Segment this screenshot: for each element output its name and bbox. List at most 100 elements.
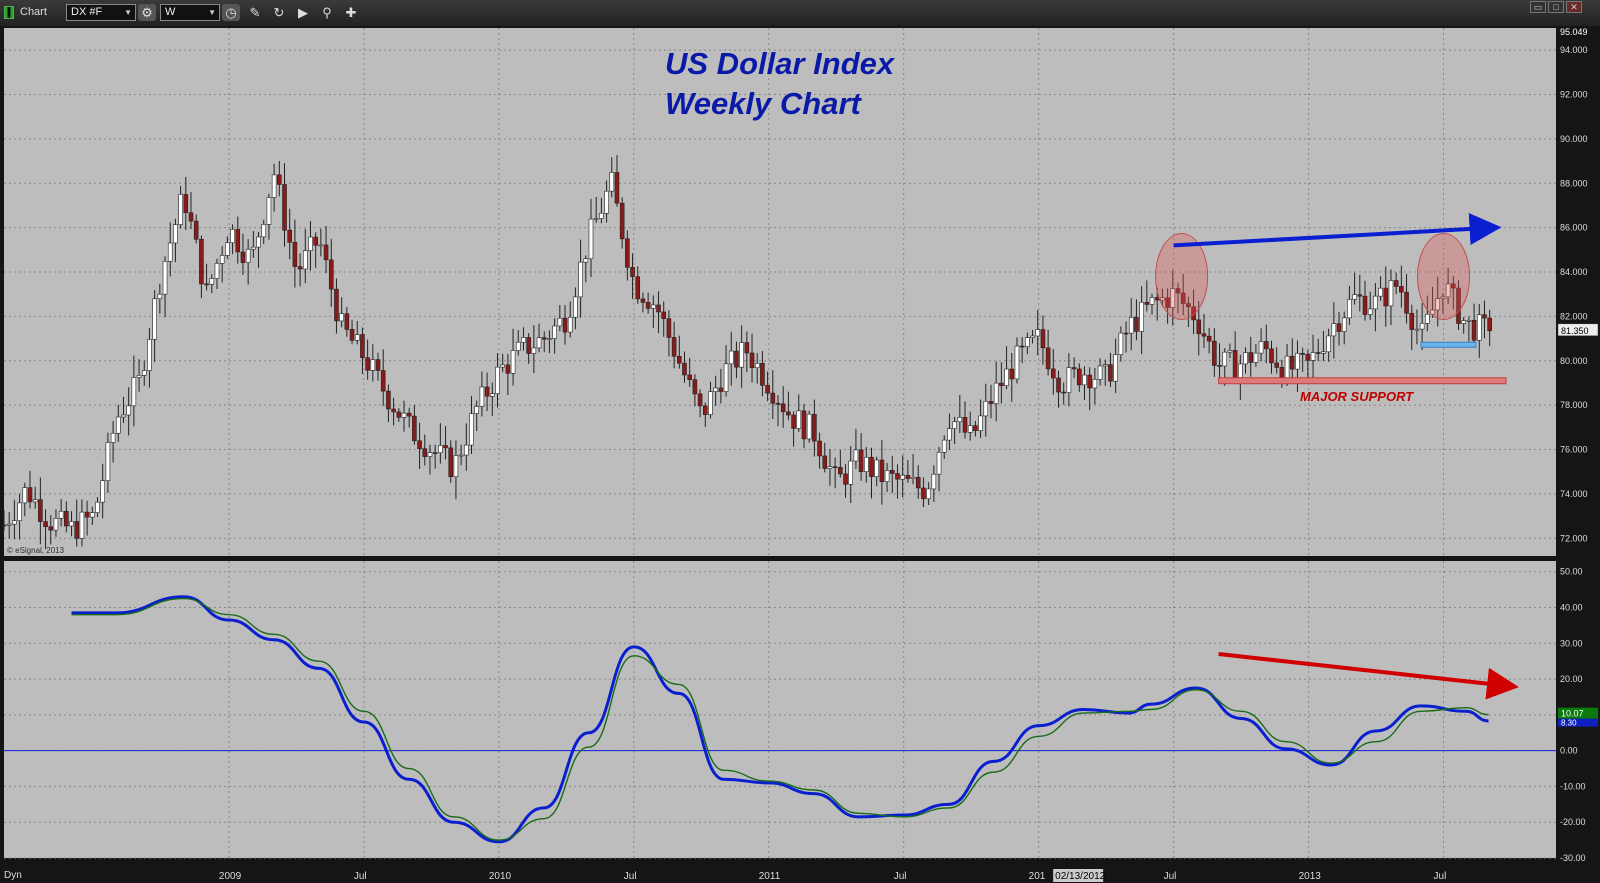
candle-body bbox=[32, 499, 38, 503]
candle-body bbox=[1315, 352, 1321, 354]
candle-body bbox=[588, 218, 594, 260]
candle-body bbox=[962, 417, 968, 433]
candle-body bbox=[1076, 368, 1082, 386]
clock-icon[interactable]: ◷ bbox=[222, 4, 240, 21]
price-axis-tick-label: 90.000 bbox=[1560, 134, 1588, 144]
symbol-input[interactable]: DX #F ▼ bbox=[66, 4, 136, 21]
candle bbox=[188, 191, 194, 230]
link-icon[interactable]: ⚙ bbox=[138, 4, 156, 21]
candle bbox=[167, 222, 173, 277]
candle bbox=[1227, 343, 1233, 358]
pencil-icon[interactable]: ✎ bbox=[249, 5, 261, 20]
candle bbox=[1466, 316, 1472, 342]
candle bbox=[1248, 336, 1254, 377]
candle-body bbox=[22, 487, 28, 504]
oscillator-last-value-badge bbox=[1558, 718, 1598, 727]
candle-body bbox=[339, 313, 344, 322]
x-axis-tick-label: Jul bbox=[1434, 871, 1447, 882]
candle-body bbox=[84, 511, 90, 518]
candle bbox=[193, 214, 199, 244]
candle bbox=[58, 499, 64, 527]
candle bbox=[32, 486, 38, 509]
candle-body bbox=[1461, 320, 1466, 324]
candle bbox=[593, 196, 599, 223]
candle-body bbox=[1341, 317, 1347, 332]
candle bbox=[365, 339, 370, 380]
candle bbox=[1045, 329, 1051, 376]
candle bbox=[1326, 328, 1331, 362]
support-label: MAJOR SUPPORT bbox=[1300, 389, 1414, 404]
candle-body bbox=[183, 194, 189, 213]
oscillator-axis-tick-label: 20.00 bbox=[1560, 674, 1583, 684]
candle-body bbox=[1430, 309, 1435, 315]
candle-body bbox=[297, 266, 303, 270]
candle-body bbox=[754, 362, 760, 369]
candle bbox=[1383, 266, 1389, 327]
candle-body bbox=[630, 267, 635, 277]
candle bbox=[495, 353, 500, 408]
magnifier-icon[interactable]: ⚲ bbox=[322, 5, 332, 20]
candle-body bbox=[152, 298, 157, 340]
tools-icon[interactable]: ✚ bbox=[345, 5, 357, 20]
candle bbox=[677, 335, 682, 369]
candle-body bbox=[90, 512, 95, 518]
candle bbox=[1160, 288, 1165, 307]
candle-body bbox=[806, 413, 812, 440]
interval-select[interactable]: W ▼ bbox=[160, 4, 220, 21]
restore-icon[interactable]: □ bbox=[1548, 1, 1564, 13]
candle-body bbox=[282, 184, 287, 231]
candle-body bbox=[162, 261, 168, 295]
candle-body bbox=[417, 440, 422, 449]
candle bbox=[838, 449, 843, 478]
candle-body bbox=[396, 411, 402, 418]
candle bbox=[848, 446, 854, 504]
secondary-support-band bbox=[1420, 341, 1477, 348]
trend-arrow-up bbox=[1173, 213, 1502, 248]
candle bbox=[22, 482, 28, 517]
candle bbox=[806, 410, 812, 443]
candle bbox=[656, 291, 661, 334]
candle bbox=[1430, 286, 1435, 318]
candle-body bbox=[401, 412, 407, 418]
candle-body bbox=[796, 410, 802, 429]
candle bbox=[510, 328, 516, 386]
candle bbox=[557, 305, 563, 332]
candle bbox=[1212, 328, 1217, 377]
candle bbox=[1170, 269, 1176, 326]
candle-body bbox=[406, 412, 412, 417]
candle bbox=[1128, 298, 1134, 351]
candle-body bbox=[786, 411, 791, 416]
candle-body bbox=[739, 342, 744, 368]
candle bbox=[219, 246, 225, 283]
candle-body bbox=[832, 466, 838, 468]
candle-body bbox=[905, 474, 911, 479]
price-axis-tick-label: 86.000 bbox=[1560, 223, 1588, 233]
minimize-icon[interactable]: ▭ bbox=[1530, 1, 1546, 13]
candle bbox=[635, 266, 641, 304]
candle-body bbox=[1123, 332, 1129, 335]
chevron-down-icon[interactable]: ▼ bbox=[124, 8, 132, 17]
play-icon[interactable]: ▶ bbox=[298, 5, 308, 20]
candle bbox=[1263, 324, 1269, 364]
cycle-icon[interactable]: ↻ bbox=[273, 5, 285, 20]
price-axis-tick-label: 82.000 bbox=[1560, 311, 1588, 321]
candle bbox=[1404, 273, 1409, 324]
candle bbox=[874, 456, 879, 487]
candle-body bbox=[1289, 355, 1295, 370]
mode-label[interactable]: Dyn bbox=[4, 870, 22, 881]
close-icon[interactable]: ✕ bbox=[1566, 1, 1582, 13]
candle-body bbox=[988, 401, 994, 404]
cursor-date-label: 02/13/2012 bbox=[1055, 871, 1105, 882]
candle-body bbox=[541, 337, 547, 340]
candle-body bbox=[1269, 348, 1274, 364]
candle bbox=[999, 362, 1004, 404]
candle-body bbox=[214, 263, 220, 279]
candle bbox=[1321, 331, 1326, 362]
candle bbox=[962, 401, 968, 439]
candle bbox=[978, 399, 983, 438]
candle bbox=[334, 278, 339, 334]
candle-body bbox=[53, 517, 59, 531]
chevron-down-icon[interactable]: ▼ bbox=[208, 8, 216, 17]
candle-body bbox=[370, 359, 376, 371]
candle-body bbox=[1378, 287, 1383, 297]
